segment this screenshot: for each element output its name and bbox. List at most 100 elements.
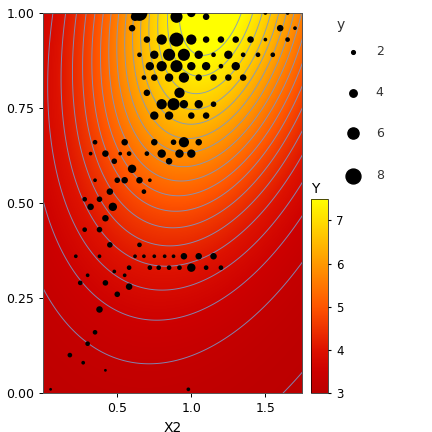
Point xyxy=(188,10,195,16)
Point xyxy=(136,51,143,58)
Point xyxy=(140,253,147,260)
Point xyxy=(188,112,195,119)
Point xyxy=(165,264,172,271)
Point xyxy=(188,63,195,70)
Point xyxy=(349,48,356,55)
Point xyxy=(225,74,232,81)
Text: 6: 6 xyxy=(376,127,384,140)
Point xyxy=(106,241,113,248)
Text: 8: 8 xyxy=(376,169,384,182)
Point xyxy=(165,51,172,58)
Point xyxy=(151,253,158,260)
Point xyxy=(195,101,202,108)
Point xyxy=(143,36,150,43)
Point xyxy=(181,253,187,260)
Point xyxy=(158,101,165,108)
Point xyxy=(217,36,224,43)
Point xyxy=(176,264,183,271)
Point xyxy=(96,226,103,233)
Point xyxy=(87,150,94,157)
Point xyxy=(349,89,356,96)
Point xyxy=(284,10,291,16)
Point xyxy=(140,74,147,81)
Point xyxy=(132,253,139,260)
Point xyxy=(126,283,133,290)
Point xyxy=(210,51,217,58)
Point xyxy=(188,36,195,43)
Point xyxy=(292,25,299,32)
Point xyxy=(96,196,103,203)
Point xyxy=(173,36,180,43)
Point xyxy=(121,177,128,184)
Point xyxy=(170,139,177,146)
Point xyxy=(203,264,210,271)
Point xyxy=(126,264,133,271)
Point xyxy=(151,112,158,119)
Point xyxy=(203,36,210,43)
Point xyxy=(262,10,269,16)
Point xyxy=(269,51,276,58)
Point xyxy=(81,226,88,233)
Point xyxy=(195,139,202,146)
Point xyxy=(132,13,139,20)
Point xyxy=(106,188,113,195)
Point xyxy=(143,150,150,157)
Point xyxy=(67,352,73,359)
Point xyxy=(96,306,103,313)
Point xyxy=(151,74,158,81)
Point xyxy=(195,253,202,260)
Point xyxy=(129,25,136,32)
Point xyxy=(77,280,84,286)
Point xyxy=(84,340,91,347)
Point xyxy=(210,74,217,81)
Point xyxy=(165,158,172,165)
Point xyxy=(84,272,91,279)
Point xyxy=(176,89,183,96)
Point xyxy=(203,63,210,70)
Point xyxy=(140,188,147,195)
Point xyxy=(262,36,269,43)
Point xyxy=(203,13,210,20)
Point xyxy=(136,177,143,184)
Point xyxy=(102,215,109,222)
Point xyxy=(87,203,94,210)
Point xyxy=(170,101,177,108)
Point xyxy=(102,367,109,374)
Point xyxy=(109,203,116,210)
Point xyxy=(217,63,224,70)
Text: 2: 2 xyxy=(376,45,384,58)
Point xyxy=(47,386,54,393)
Point xyxy=(146,63,153,70)
Point xyxy=(136,241,143,248)
Point xyxy=(158,150,165,157)
Point xyxy=(188,150,195,157)
Point xyxy=(254,51,261,58)
Point xyxy=(114,177,121,184)
Point xyxy=(349,130,356,137)
Point xyxy=(165,74,172,81)
Point xyxy=(158,36,165,43)
Point xyxy=(114,291,121,298)
Point xyxy=(111,268,118,275)
Point xyxy=(126,150,133,157)
Point xyxy=(176,150,183,157)
Point xyxy=(121,272,128,279)
Point xyxy=(117,150,124,157)
Text: 4: 4 xyxy=(376,86,384,99)
Point xyxy=(165,112,172,119)
Point xyxy=(232,63,239,70)
Point xyxy=(96,253,103,260)
Point xyxy=(210,253,217,260)
Point xyxy=(232,36,239,43)
Point xyxy=(158,63,165,70)
Point xyxy=(240,51,247,58)
Point xyxy=(170,253,177,260)
Point xyxy=(217,264,224,271)
Point xyxy=(111,158,118,165)
Point xyxy=(203,112,210,119)
Point xyxy=(102,280,109,286)
Point xyxy=(181,101,187,108)
Point xyxy=(181,74,187,81)
Point xyxy=(161,253,168,260)
Point xyxy=(181,139,187,146)
